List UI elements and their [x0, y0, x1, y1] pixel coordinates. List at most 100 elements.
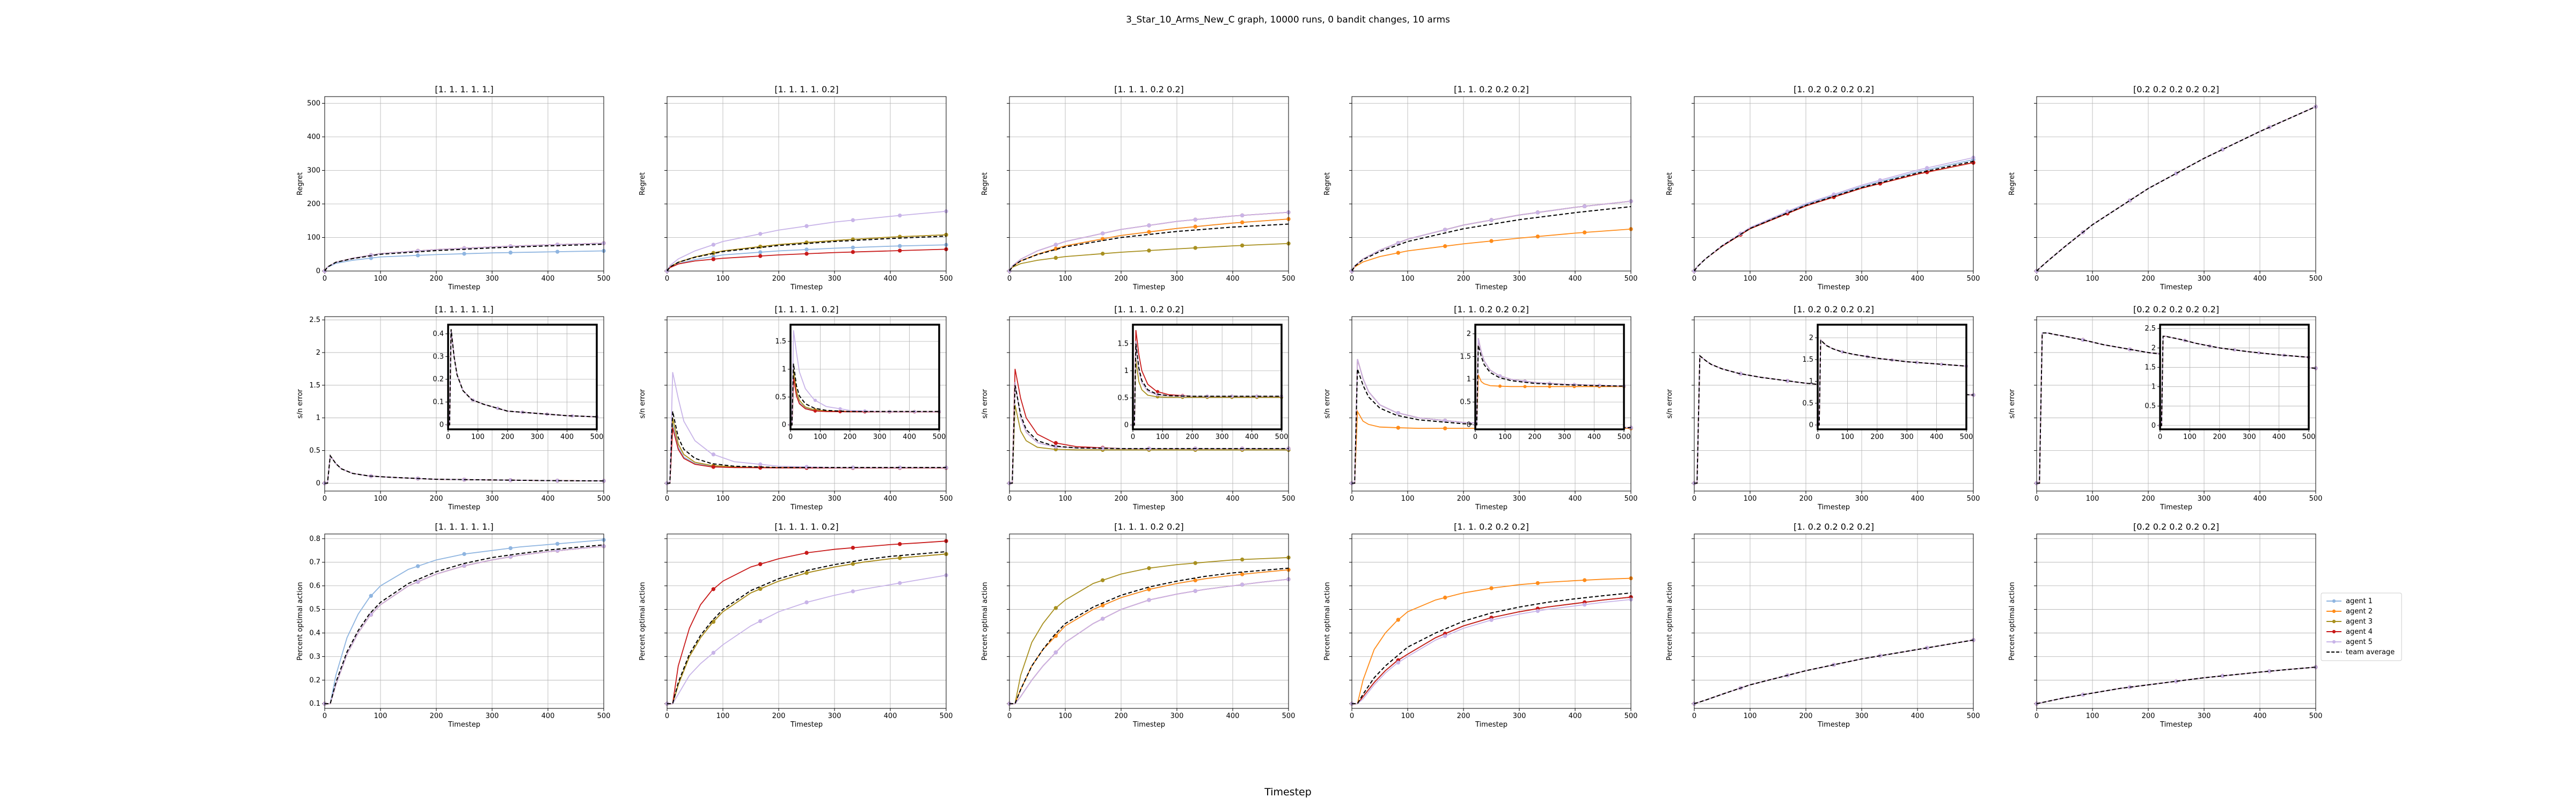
panel-r2c1-series-point-agent-3	[804, 570, 809, 575]
panel-r0c4-x-tick-label: 400	[1911, 275, 1924, 283]
panel-r0c3-series-line-team-average	[1352, 206, 1631, 271]
panel-r2c3-x-tick-label: 200	[1457, 712, 1470, 720]
panel-r1c3-inset-x-tick-label: 300	[1558, 433, 1571, 441]
panel-r0c1-series-point-agent-4	[897, 248, 902, 253]
panel-r1c3-inset-x-tick-label: 400	[1587, 433, 1601, 441]
panel-r2c3-series-point-agent-5	[1489, 618, 1494, 623]
panel-r2c2-series-point-agent-2	[1100, 603, 1105, 608]
panel-r1c3-ylabel: s/n error	[1323, 389, 1331, 419]
panel-r1c0-xlabel: Timestep	[448, 503, 480, 511]
panel-r1c3-series-point-agent-5	[1396, 411, 1401, 415]
panel-r2c5-xlabel: Timestep	[2160, 721, 2192, 729]
panel-r1c5-frame	[2036, 316, 2316, 492]
panel-r0c1-series-line-agent-5	[667, 210, 946, 271]
panel-r2c3-series-line-team-average	[1352, 592, 1631, 705]
panel-r1c2-title: [1. 1. 1. 0.2 0.2]	[1114, 304, 1184, 314]
panel-r1c2-ylabel: s/n error	[981, 389, 989, 419]
panel-r1c5-x-tick-label: 200	[2142, 495, 2155, 503]
panel-r2c2-series-point-agent-3	[1053, 606, 1058, 610]
panel-r0c2-series-point-agent-2	[1240, 220, 1245, 225]
panel-r2c3-x-tick-label: 300	[1513, 712, 1526, 720]
panel-r1c2-inset-frame	[1132, 324, 1283, 430]
panel-r1c3-x-tick-label: 300	[1513, 495, 1526, 503]
panel-r0c2-series-point-agent-2	[1147, 230, 1151, 234]
figure-suptitle: 3_Star_10_Arms_New_C graph, 10000 runs, …	[1126, 14, 1450, 25]
panel-r1c5: 0 100 200 300 400 500[0.2 0.2 0.2 0.2 0.2]Tim…	[2008, 304, 2322, 511]
panel-r0c4-title: [1. 0.2 0.2 0.2 0.2]	[1794, 84, 1874, 94]
panel-r2c4-x-tick-label: 400	[1911, 712, 1924, 720]
panel-r1c4-inset-x-tick-label: 100	[1841, 433, 1854, 441]
panel-r0c3-series-line-agent-2	[1352, 228, 1631, 271]
panel-r2c3-x-tick-label: 500	[1624, 712, 1638, 720]
panel-r0c3-series-point-agent-5	[1582, 204, 1587, 209]
panel-r0c3-ylabel: Regret	[1323, 172, 1331, 195]
panel-r0c1-series-point-agent-5	[851, 218, 855, 222]
panel-r2c2-series-line-agent-5	[1009, 579, 1289, 705]
panel-r2c0-y-tick-label: 0.7	[309, 559, 320, 567]
panel-r2c5-x-tick-label: 200	[2142, 712, 2155, 720]
panel-r1c0-y-tick-label: 2.5	[309, 316, 320, 324]
panel-r2c2-series-point-agent-5	[1193, 589, 1198, 593]
legend-marker-agent-4	[2332, 630, 2336, 634]
panel-r2c5-ylabel: Percent optimal action	[2008, 582, 2016, 660]
panel-r1c2-inset-y-tick-label: 0	[1124, 421, 1129, 429]
panel-r0c3-title: [1. 1. 0.2 0.2 0.2]	[1454, 84, 1529, 94]
panel-r2c5: 0 100 200 300 400 500 [0.2 0.2 0.2 0.2 0.2] Tim…	[2008, 522, 2322, 729]
panel-r2c5-frame	[2036, 533, 2316, 709]
panel-r0c5-x-tick-label: 400	[2253, 275, 2267, 283]
panel-r2c1-series-point-agent-5	[897, 581, 902, 586]
panel-r2c2-series-point-agent-3	[1147, 566, 1151, 570]
panel-r1c1-x-tick-label: 100	[716, 495, 730, 503]
panel-r0c1-series-point-agent-5	[711, 243, 716, 247]
panel-r1c2-xlabel: Timestep	[1132, 503, 1165, 511]
panel-r2c1-x-tick-label: 0	[665, 712, 669, 720]
panel-r1c5-inset-frame	[2159, 324, 2310, 430]
panel-r0c3-series-point-agent-2	[1489, 239, 1494, 243]
panel-r1c5-title: [0.2 0.2 0.2 0.2 0.2]	[2133, 304, 2219, 314]
panel-r1c1-series-point-agent-5	[804, 465, 809, 469]
panel-r1c1-x-tick-label: 500	[940, 495, 953, 503]
panel-r2c2-series-point-agent-5	[1053, 650, 1058, 655]
panel-r1c4-xlabel: Timestep	[1817, 503, 1850, 511]
panel-r1c4-inset-x-tick-label: 400	[1930, 433, 1943, 441]
panel-r0c0-series-line-team-average	[325, 244, 604, 271]
panel-r1c1-inset-x-tick-label: 200	[843, 433, 857, 441]
panel-r1c3-inset-x-tick-label: 200	[1528, 433, 1541, 441]
panel-r2c2-series-point-agent-5	[1240, 582, 1245, 587]
panel-r2c0-series-point-agent-5	[462, 564, 466, 568]
panel-r2c4: 0 100 200 300 400 500 [1. 0.2 0.2 0.2 0.2] Time…	[1666, 522, 1980, 729]
panel-r2c3-series-point-agent-2	[1489, 586, 1494, 590]
panel-r0c3-x-tick-label: 300	[1513, 275, 1526, 283]
panel-r1c3-inset-y-tick-label: 1	[1467, 376, 1471, 384]
panel-r0c0-series-point-agent-1	[462, 252, 466, 256]
panel-r1c3-inset-x-tick-label: 100	[1498, 433, 1512, 441]
panel-r1c0-x-tick-label: 100	[374, 495, 387, 503]
panel-r0c1-series-point-agent-1	[897, 244, 902, 248]
panel-r0c1-series-point-agent-4	[758, 254, 763, 258]
panel-r1c5-inset-y-tick-label: 2.5	[2145, 325, 2156, 333]
panel-r1c5-inset-x-tick-label: 500	[2302, 433, 2316, 441]
panel-r1c5-x-tick-label: 300	[2198, 495, 2211, 503]
panel-r2c5-x-tick-label: 300	[2198, 712, 2211, 720]
panel-r0c0-ylabel: Regret	[296, 172, 304, 195]
panel-r0c4-series-point-agent-5	[1924, 166, 1929, 170]
legend-label-agent-2: agent 2	[2346, 608, 2373, 616]
panel-r0c0-frame	[324, 96, 604, 272]
legend-box	[2321, 592, 2402, 661]
panel-r1c1-frame	[667, 316, 947, 492]
panel-r2c1-series-line-agent-5	[667, 574, 946, 705]
panel-r2c3-series-point-agent-5	[1443, 634, 1447, 638]
panel-r1c4-ylabel: s/n error	[1666, 389, 1674, 419]
panel-r1c5-inset-y-tick-label: 1.5	[2145, 363, 2156, 371]
panel-r1c0-x-tick-label: 300	[486, 495, 499, 503]
panel-r2c1-series-point-agent-5	[758, 619, 763, 624]
panel-r1c0-x-tick-label: 500	[597, 495, 611, 503]
panel-r2c1-frame	[667, 533, 947, 709]
panel-r1c0-inset-y-tick-label: 0.1	[433, 398, 444, 406]
panel-r1c4-x-tick-label: 0	[1692, 495, 1696, 503]
panel-r2c1-series-point-agent-3	[851, 561, 855, 566]
panel-r0c5-plot-area	[2037, 97, 2316, 271]
panel-r1c0-inset-y-tick-label: 0.2	[433, 376, 444, 384]
panel-r0c5-x-tick-label: 500	[2309, 275, 2323, 283]
panel-r2c0-x-tick-label: 400	[541, 712, 555, 720]
